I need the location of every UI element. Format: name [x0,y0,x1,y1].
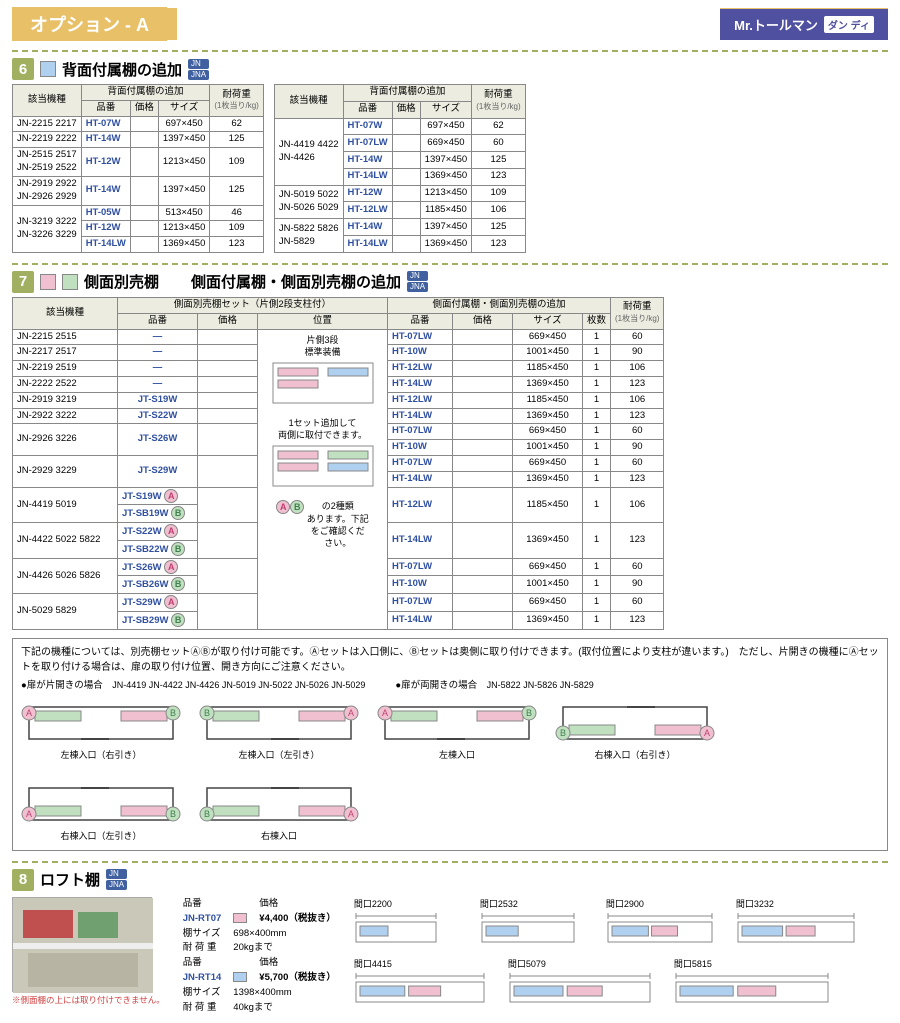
note-text: 下記の機種については、別売棚セットⒶⒷが取り付け可能です。Ⓐセットは入口側に、Ⓑ… [21,645,879,675]
svg-text:B: B [526,708,532,718]
section-num: 8 [12,869,34,891]
section-8-head: 8 ロフト棚 JN JNA [12,869,888,891]
page-title: オプション - A [12,7,167,41]
section-num: 7 [12,271,34,293]
std-diagram [268,358,378,408]
sec6-table-right: 該当機種背面付属棚の追加耐荷重(1枚当り/kg) 品番価格サイズJN-4419 … [274,84,526,253]
svg-text:A: A [348,708,354,718]
loft-width-diagram [354,972,492,1006]
sec7-table: 該当機種側面別売棚セット（片側2段支柱付）側面付属棚・側面別売棚の追加耐荷重(1… [12,297,664,630]
loft-spec-table: 品番価格 JN-RT07¥4,400（税抜き） 棚サイズ698×400mm 耐 … [177,897,342,1016]
section-title: 背面付属棚の追加 [62,59,182,80]
brand-badge: Mr.トールマン ダン ディ [720,9,888,40]
loft-width-diagram [354,912,464,946]
sec7-note-box: 下記の機種については、別売棚セットⒶⒷが取り付け可能です。Ⓐセットは入口側に、Ⓑ… [12,638,888,851]
door-diagram: B A [199,699,359,747]
section-title: ロフト棚 [40,869,100,890]
svg-text:B: B [170,809,176,819]
loft-photo-block: ※側面棚の上には取り付けできません。 [12,897,165,1006]
swatch-pink [40,274,56,290]
section-title-2: 側面付属棚・側面別売棚の追加 [191,271,401,292]
door-diagram: B A [377,699,537,747]
door-diagrams: B A 左棟入口（右引き） B A 左棟入口（左引き） B A 左棟入口 [21,699,879,844]
sec6-table-left: 該当機種背面付属棚の追加耐荷重(1枚当り/kg) 品番価格サイズJN-2215 … [12,84,264,253]
section-7-head: 7 側面別売棚 側面付属棚・側面別売棚の追加 JN JNA [12,271,888,293]
svg-text:A: A [26,708,32,718]
photo-note: ※側面棚の上には取り付けできません。 [12,994,165,1006]
svg-text:B: B [560,728,566,738]
loft-width-diagram [736,912,862,946]
jn-badges: JN JNA [188,59,209,80]
swatch-blue [40,61,56,77]
section-6-head: 6 背面付属棚の追加 JN JNA [12,58,888,80]
door-diagram: B A [199,780,359,828]
section-title: 側面別売棚 [84,271,159,292]
svg-text:B: B [170,708,176,718]
brand-sub: ダン ディ [824,16,874,33]
loft-photo [12,897,152,992]
brand-text: Mr.トールマン [734,15,818,34]
svg-text:A: A [26,809,32,819]
loft-width-diagram [674,972,836,1006]
swatch-green [62,274,78,290]
header-bar: オプション - A Mr.トールマン ダン ディ [12,8,888,40]
loft-diagrams: 間口2200 間口2532 間口2900 間口3232 間口4415 [354,897,888,1009]
svg-text:A: A [704,728,710,738]
loft-width-diagram [480,912,590,946]
door-diagram: B A [21,780,181,828]
svg-text:A: A [382,708,388,718]
door-diagram: B A [555,699,715,747]
door-diagram: B A [21,699,181,747]
loft-width-diagram [508,972,658,1006]
svg-text:A: A [348,809,354,819]
svg-text:B: B [204,708,210,718]
section-num: 6 [12,58,34,80]
svg-text:B: B [204,809,210,819]
loft-width-diagram [606,912,720,946]
